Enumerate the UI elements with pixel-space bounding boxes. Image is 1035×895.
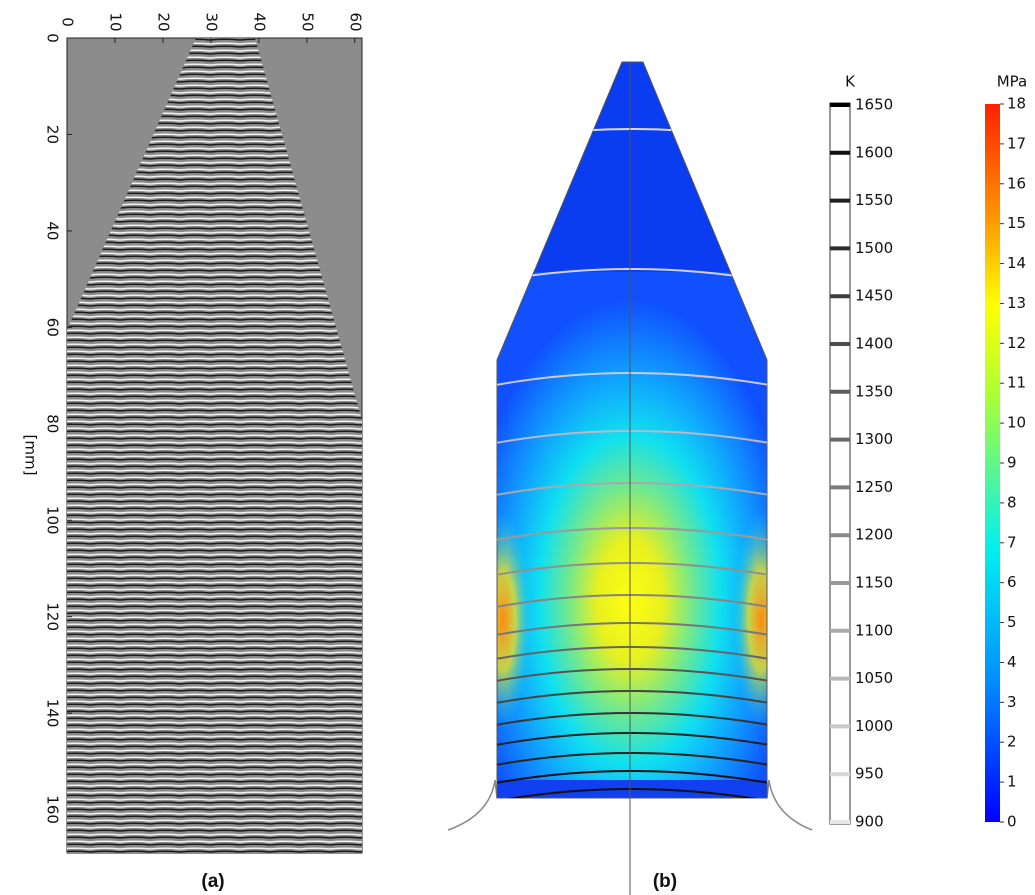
tick-label: 1250 (855, 478, 893, 496)
x-tick-label: 60 (346, 12, 364, 31)
y-tick-label: 160 (44, 795, 62, 824)
tick-label: 1100 (855, 621, 893, 639)
tick-label: 1550 (855, 191, 893, 209)
tick-label: 8 (1007, 493, 1017, 511)
tick-label: 17 (1007, 134, 1026, 152)
tick-label: 1600 (855, 143, 893, 161)
axis-label: [mm] (22, 435, 40, 476)
isotherm (497, 527, 767, 542)
tick-label: 950 (855, 765, 884, 783)
isotherm (497, 430, 767, 445)
temperature-bar (829, 102, 851, 825)
x-tick-label: 40 (250, 12, 268, 31)
tick-label: 15 (1007, 214, 1026, 232)
isotherm (497, 622, 767, 637)
x-tick-label: 30 (202, 12, 220, 31)
isotherm (497, 788, 767, 798)
isotherm (497, 562, 767, 577)
bar-unit: MPa (997, 73, 1028, 91)
panel-label: (a) (201, 871, 224, 892)
y-tick-label: 40 (44, 221, 62, 240)
tick-label: 5 (1007, 613, 1017, 631)
y-tick-label: 80 (44, 414, 62, 433)
tick-label: 0 (1007, 813, 1017, 831)
tick-label: 13 (1007, 294, 1026, 312)
tick-label: 3 (1007, 693, 1017, 711)
x-tick-label: 50 (298, 12, 316, 31)
tick-label: 1150 (855, 574, 893, 592)
tick-label: 1300 (855, 430, 893, 448)
isotherm (497, 770, 767, 785)
tick-label: 4 (1007, 653, 1017, 671)
tick-label: 900 (855, 813, 884, 831)
tick-label: 10 (1007, 414, 1026, 432)
tick-label: 1400 (855, 335, 893, 353)
tick-label: 1350 (855, 382, 893, 400)
tick-label: 1200 (855, 526, 893, 544)
tick-label: 7 (1007, 533, 1017, 551)
tick-label: 18 (1007, 95, 1026, 113)
mold-outline (447, 779, 813, 831)
tick-label: 1050 (855, 669, 893, 687)
x-tick-label: 10 (106, 12, 124, 31)
isotherm (497, 712, 767, 727)
y-tick-label: 100 (44, 506, 62, 535)
y-tick-label: 20 (44, 125, 62, 144)
isotherm (497, 482, 767, 497)
y-tick-label: 140 (44, 699, 62, 728)
tick-label: 9 (1007, 454, 1017, 472)
isotherm (497, 732, 767, 747)
x-tick-label: 0 (59, 17, 77, 27)
tick-label: 14 (1007, 254, 1026, 272)
isotherm (497, 594, 767, 609)
isotherm (497, 690, 767, 705)
isotherm (497, 646, 767, 661)
stress-field (497, 62, 767, 798)
isotherm (497, 752, 767, 767)
tick-label: 12 (1007, 334, 1026, 352)
y-tick-label: 120 (44, 602, 62, 631)
x-tick-label: 20 (154, 12, 172, 31)
panel-a-axes: 0 10 20 30 40 50 60 0 20 40 60 80 100 120 140 160 (44, 12, 365, 823)
stress-bar (985, 104, 1000, 822)
tick-label: 11 (1007, 374, 1026, 392)
tick-label: 6 (1007, 573, 1017, 591)
y-tick-label: 0 (44, 33, 62, 43)
tick-label: 1000 (855, 717, 893, 735)
isotherm (497, 372, 767, 387)
isotherm (497, 668, 767, 683)
isotherms (497, 128, 767, 798)
tick-label: 1500 (855, 239, 893, 257)
tick-label: 16 (1007, 174, 1026, 192)
tick-label: 1 (1007, 773, 1017, 791)
panel-label: (b) (653, 871, 677, 892)
ingot-outline (496, 61, 768, 799)
tick-label: 2 (1007, 733, 1017, 751)
y-tick-label: 60 (44, 318, 62, 337)
bar-unit: K (845, 73, 856, 91)
tick-label: 1450 (855, 287, 893, 305)
tick-label: 1650 (855, 96, 893, 114)
